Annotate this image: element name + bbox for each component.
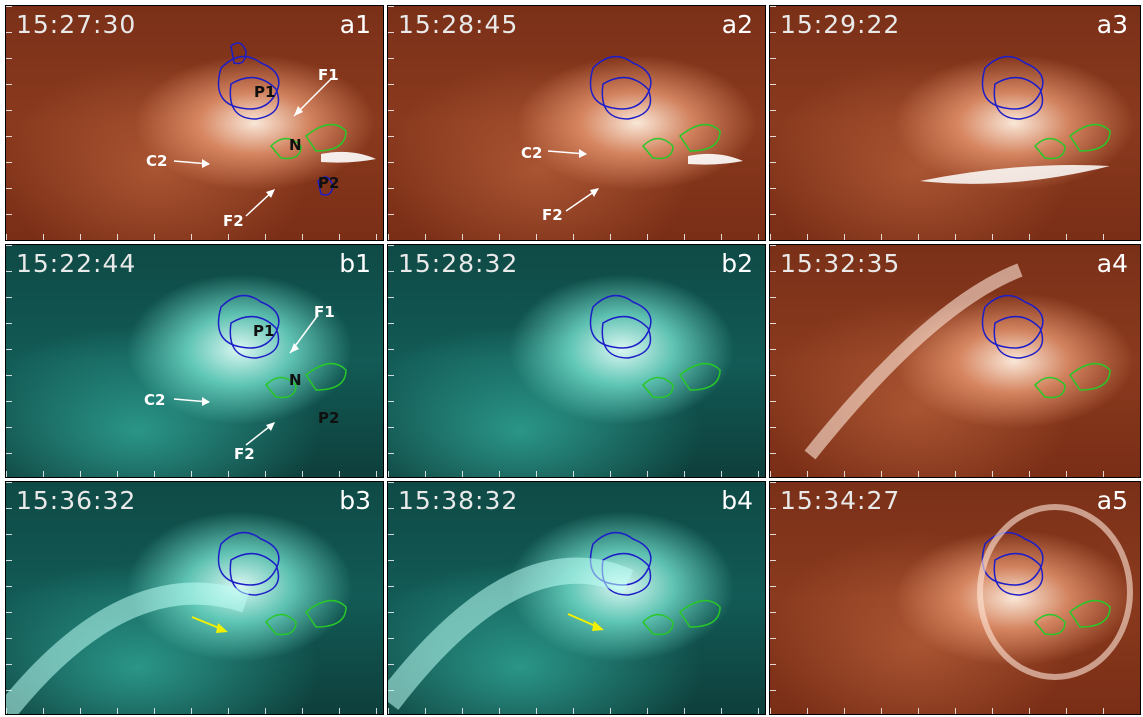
- panel-a2: 15:28:45 a2 C2 F2: [387, 5, 766, 241]
- annotation-p2: P2: [318, 174, 340, 192]
- panel-b1: 15:22:44 b1 F1 P1 N C2 P2 F2: [5, 244, 384, 478]
- contour-overlay: [388, 531, 721, 710]
- y-ticks: [770, 245, 776, 477]
- panel-b2: 15:28:32 b2: [387, 244, 766, 478]
- x-ticks: [770, 471, 1140, 477]
- timestamp: 15:29:22: [780, 10, 901, 39]
- annotation-f2: F2: [223, 212, 244, 230]
- panel-label: b3: [339, 486, 371, 515]
- panel-b4: 15:38:32 b4: [387, 481, 766, 715]
- x-ticks: [770, 708, 1140, 714]
- contour-overlay: [6, 531, 347, 714]
- annotation-n: N: [289, 136, 302, 154]
- timestamp: 15:28:45: [398, 10, 519, 39]
- x-ticks: [770, 234, 1140, 240]
- annotation-f2: F2: [542, 206, 563, 224]
- annotation-f2: F2: [234, 445, 255, 463]
- annotation-f1: F1: [314, 303, 335, 321]
- timestamp: 15:27:30: [16, 10, 137, 39]
- timestamp: 15:22:44: [16, 249, 137, 278]
- timestamp: 15:34:27: [780, 486, 901, 515]
- y-ticks: [388, 245, 394, 477]
- panel-label: a2: [721, 10, 753, 39]
- y-ticks: [6, 482, 12, 714]
- annotation-c2: C2: [521, 144, 543, 162]
- panel-label: a4: [1096, 249, 1128, 278]
- panel-b3: 15:36:32 b3: [5, 481, 384, 715]
- timestamp: 15:28:32: [398, 249, 519, 278]
- contour-overlay: [589, 294, 721, 399]
- contour-overlay: [173, 42, 376, 217]
- panel-label: b4: [721, 486, 753, 515]
- y-ticks: [770, 6, 776, 240]
- contour-overlay: [977, 504, 1133, 680]
- timestamp: 15:36:32: [16, 486, 137, 515]
- annotation-c2: C2: [144, 391, 166, 409]
- y-ticks: [388, 6, 394, 240]
- annotation-p2: P2: [318, 409, 340, 427]
- contour-overlay: [920, 55, 1111, 184]
- x-ticks: [6, 234, 383, 240]
- contour-overlay: [547, 55, 743, 212]
- timestamp: 15:38:32: [398, 486, 519, 515]
- x-ticks: [6, 708, 383, 714]
- panel-label: b2: [721, 249, 753, 278]
- annotation-p1: P1: [254, 83, 276, 101]
- panel-a3: 15:29:22 a3: [769, 5, 1141, 241]
- timestamp: 15:32:35: [780, 249, 901, 278]
- y-ticks: [770, 482, 776, 714]
- panel-label: a3: [1096, 10, 1128, 39]
- x-ticks: [388, 708, 765, 714]
- x-ticks: [388, 234, 765, 240]
- y-ticks: [6, 6, 12, 240]
- x-ticks: [388, 471, 765, 477]
- y-ticks: [6, 245, 12, 477]
- x-ticks: [6, 471, 383, 477]
- panel-a4: 15:32:35 a4: [769, 244, 1141, 478]
- annotation-p1: P1: [253, 322, 275, 340]
- annotation-c2: C2: [146, 152, 168, 170]
- annotation-f1: F1: [318, 66, 339, 84]
- annotation-n: N: [289, 371, 302, 389]
- panel-a1: 15:27:30 a1 F1 P1 N C2 P2 F2: [5, 5, 384, 241]
- panel-label: b1: [339, 249, 371, 278]
- panel-label: a5: [1096, 486, 1128, 515]
- panel-a5: 15:34:27 a5: [769, 481, 1141, 715]
- panel-label: a1: [339, 10, 371, 39]
- y-ticks: [388, 482, 394, 714]
- contour-overlay: [173, 294, 347, 446]
- contour-overlay: [804, 263, 1111, 460]
